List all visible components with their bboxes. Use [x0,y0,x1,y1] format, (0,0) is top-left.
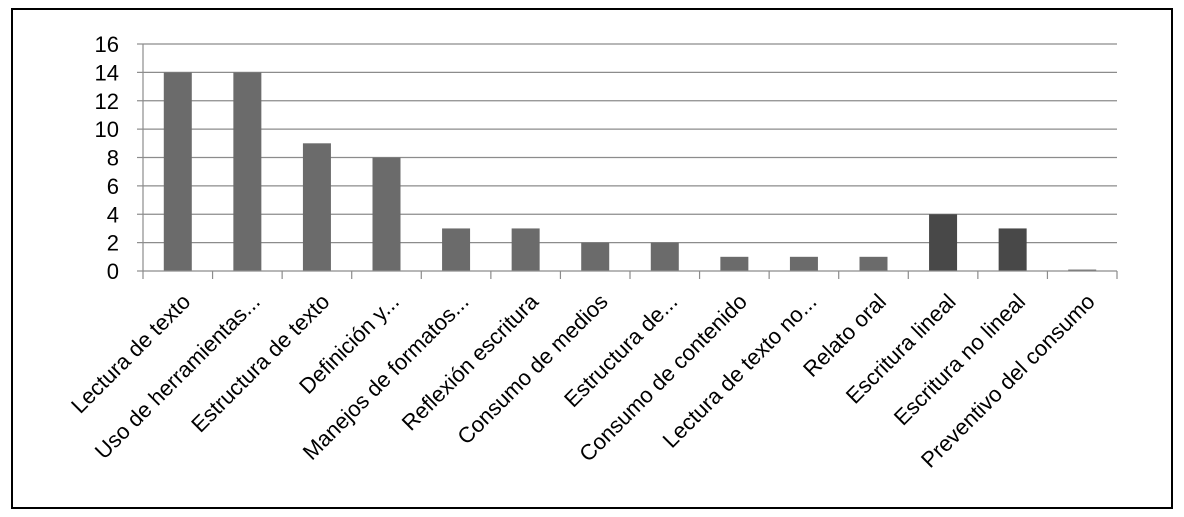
axes [137,43,1118,279]
y-axis-ticks: 0 2 4 6 8 10 12 14 16 [95,32,119,284]
y-tick-label: 12 [95,89,119,114]
y-tick-label: 6 [107,174,119,199]
y-tick-label: 2 [107,231,119,256]
bar-11 [859,256,888,271]
y-tick-label: 16 [95,32,119,57]
bar-9 [720,256,749,271]
gridlines [143,43,1117,244]
bars [163,72,1097,271]
bar-8 [650,242,679,271]
bar-6 [511,228,540,271]
bar-7 [581,242,610,271]
bar-1 [163,72,192,271]
y-tick-label: 4 [107,202,119,227]
y-tick-label: 10 [95,117,119,142]
bar-10 [789,256,818,271]
y-tick-label: 14 [95,60,119,85]
bar-12 [929,214,958,271]
bar-3 [302,143,331,271]
bar-2 [233,72,262,271]
bar-5 [442,228,471,271]
x-tick-label: Escritura no lineal [889,289,1030,430]
y-tick-label: 8 [107,146,119,171]
y-tick-label: 0 [107,259,119,284]
bar-14 [1068,269,1097,271]
x-tick-label: Lectura de texto [66,289,195,418]
bar-13 [998,228,1027,271]
bar-4 [372,157,401,271]
